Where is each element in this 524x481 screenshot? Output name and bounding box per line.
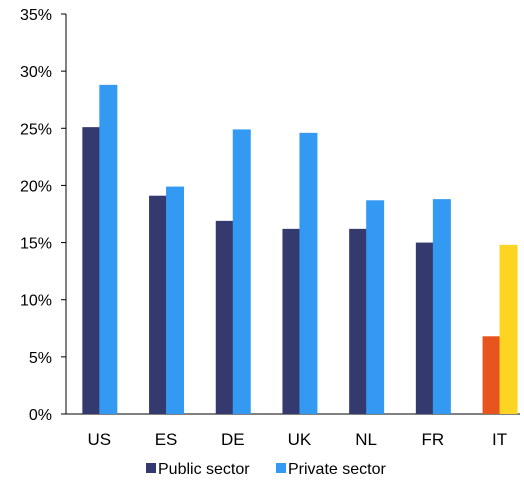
y-tick-label: 5%	[29, 350, 52, 367]
x-category-label-nl: NL	[355, 430, 377, 449]
y-tick-label: 20%	[20, 178, 52, 195]
private-sector-bar-es	[166, 186, 185, 414]
y-axis: 0% 5% 10% 15% 20% 25% 30% 35%	[20, 7, 67, 424]
legend-swatch-public-sector	[146, 463, 156, 473]
x-category-label-it: IT	[492, 430, 507, 449]
public-sector-bar-it	[482, 336, 501, 414]
y-tick-label: 30%	[20, 64, 52, 81]
public-sector-bar-fr	[415, 242, 434, 414]
y-tick-label: 10%	[20, 293, 52, 310]
x-category-label-de: DE	[221, 430, 245, 449]
x-axis: US ES DE UK NL FR IT	[66, 413, 520, 449]
legend-label-private-sector: Private sector	[288, 461, 386, 478]
private-sector-bar-de	[232, 129, 251, 414]
x-category-label-fr: FR	[422, 430, 445, 449]
x-category-label-us: US	[88, 430, 112, 449]
x-category-label-uk: UK	[288, 430, 312, 449]
private-sector-bar-us	[99, 84, 118, 414]
public-sector-bar-us	[82, 127, 101, 415]
public-sector-bar-es	[149, 195, 168, 414]
y-tick-label: 15%	[20, 236, 52, 253]
legend: Public sector Private sector	[146, 461, 386, 478]
y-tick-label: 25%	[20, 121, 52, 138]
legend-label-public-sector: Public sector	[158, 461, 250, 478]
y-tick-label: 35%	[20, 7, 52, 24]
public-sector-bar-de	[215, 220, 234, 414]
bars-group	[82, 84, 518, 415]
legend-swatch-private-sector	[276, 463, 286, 473]
private-sector-bar-it	[499, 244, 518, 414]
public-sector-bar-nl	[349, 228, 368, 414]
y-tick-label: 0%	[29, 407, 52, 424]
x-category-label-es: ES	[155, 430, 178, 449]
private-sector-bar-nl	[366, 200, 385, 414]
private-sector-bar-fr	[432, 199, 451, 414]
private-sector-bar-uk	[299, 132, 318, 414]
public-sector-bar-uk	[282, 228, 301, 414]
